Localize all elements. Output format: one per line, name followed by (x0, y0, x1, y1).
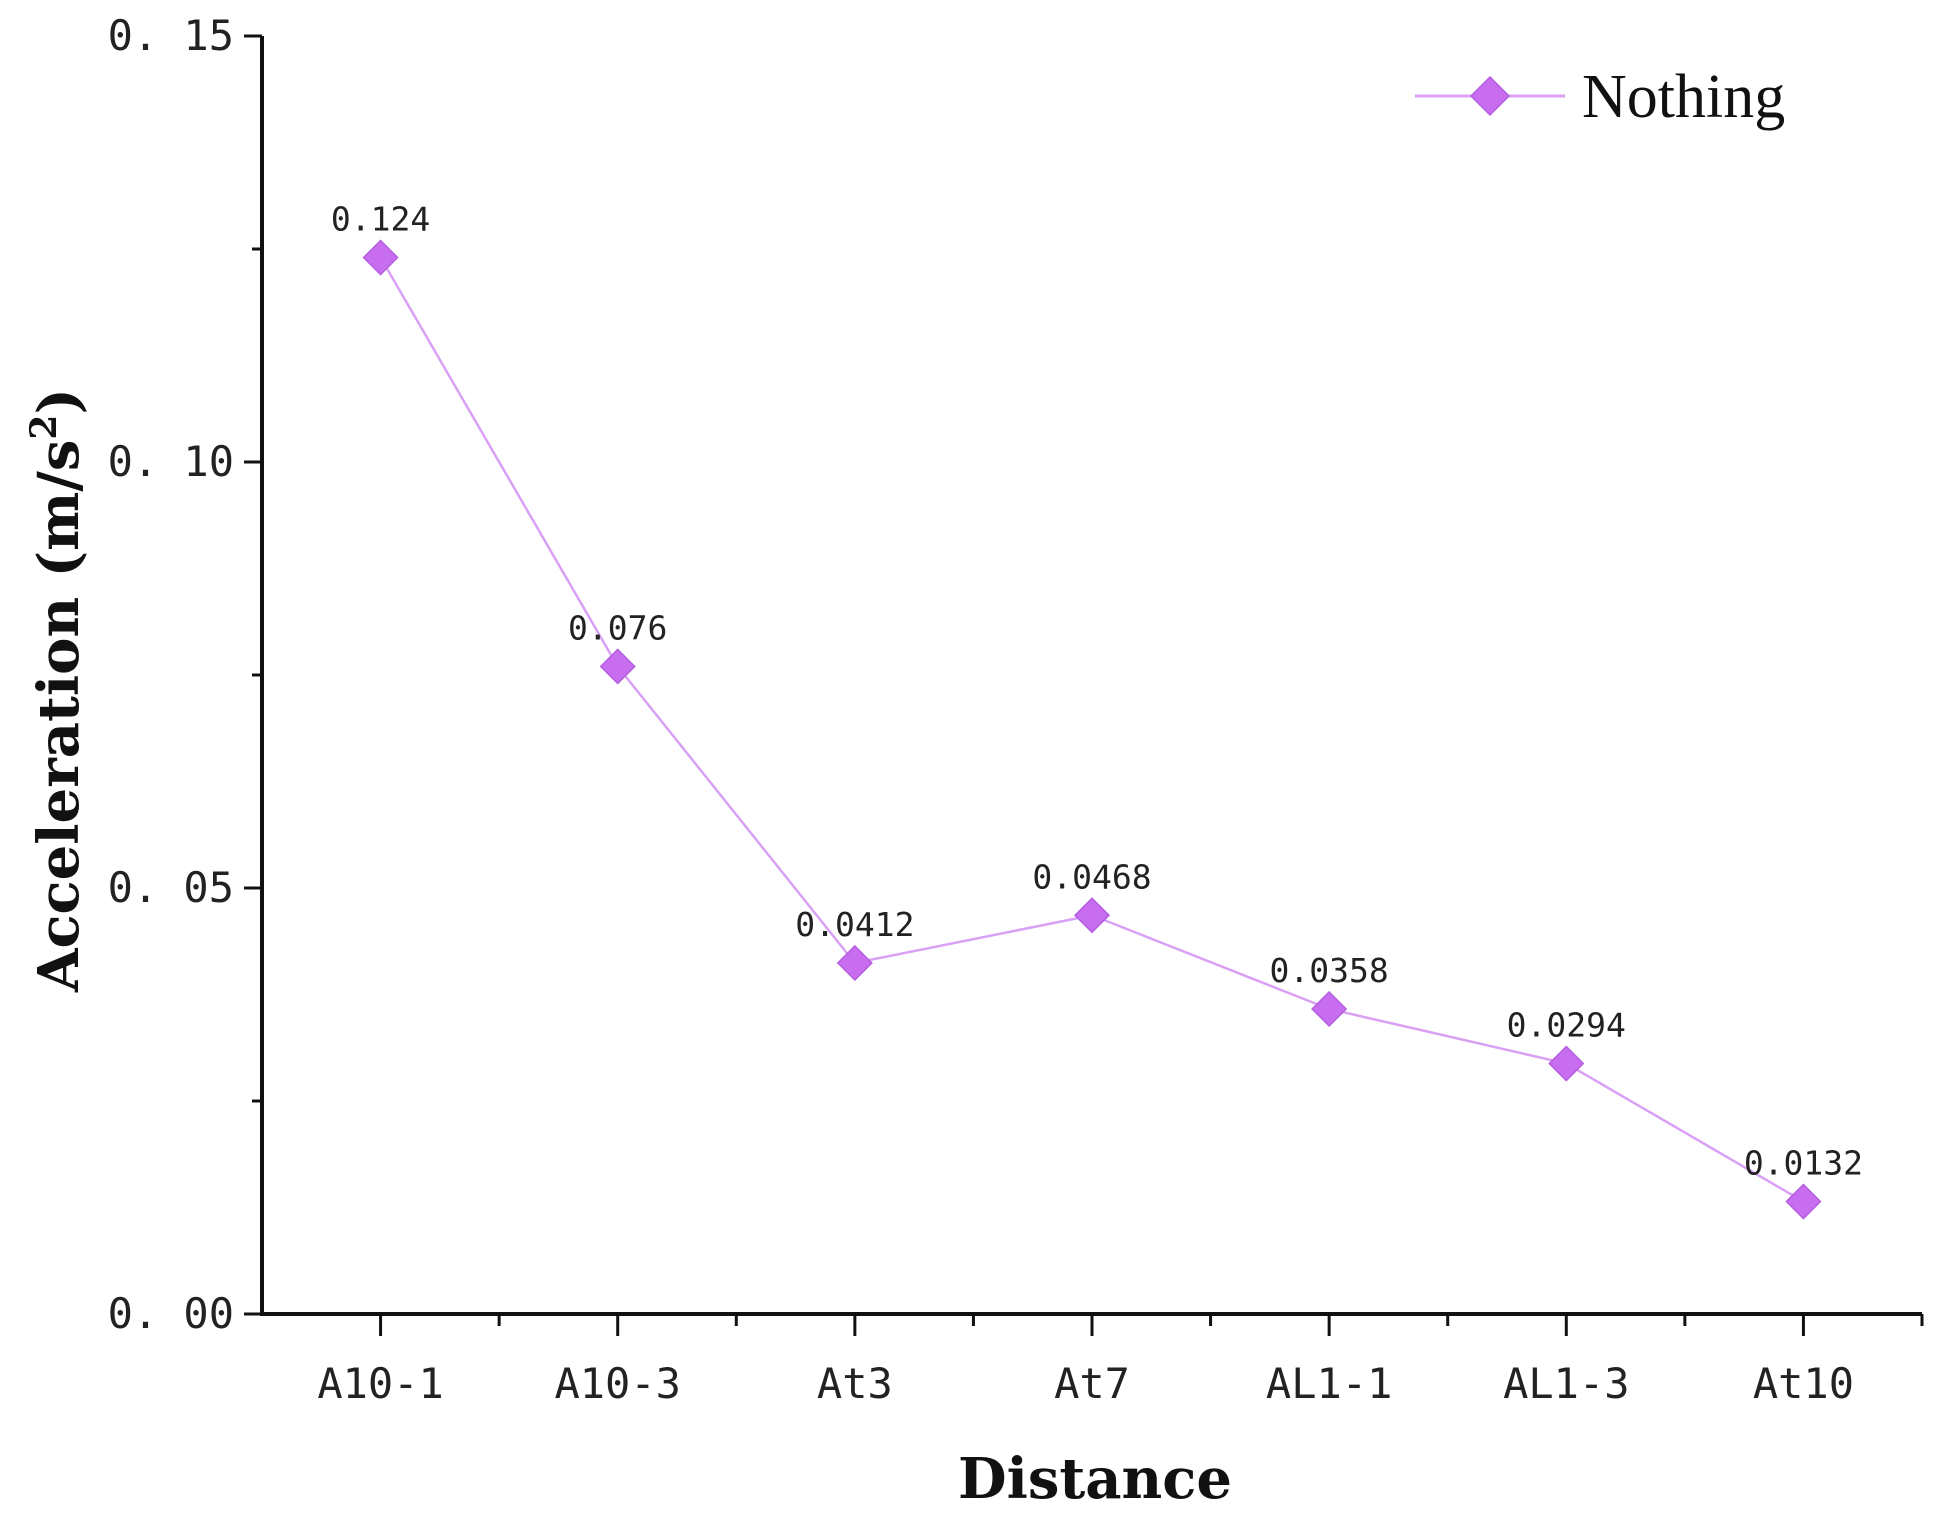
legend: Nothing (1415, 63, 1785, 131)
y-tick-label: 0. 10 (108, 437, 234, 486)
y-axis-title: Acceleration (m/s2) (23, 388, 92, 993)
x-tick-label: At7 (1054, 1359, 1130, 1408)
data-label: 0.0294 (1507, 1006, 1626, 1045)
data-label: 0.0358 (1270, 951, 1389, 990)
x-axis-title: Distance (958, 1446, 1232, 1512)
data-label: 0.0412 (795, 905, 914, 944)
ticks: 0. 00 0. 05 0. 10 0. 15 A10-1 A10-3 At3 At7 AL1-… (108, 11, 1924, 1408)
data-label: 0.0468 (1032, 857, 1151, 896)
axes (260, 36, 1922, 1316)
x-tick-label: A10-3 (554, 1359, 680, 1408)
y-axis-title-end: ) (26, 388, 92, 415)
y-axis-title-superscript: 2 (23, 415, 65, 440)
x-tick-label: AL1-3 (1503, 1359, 1629, 1408)
data-point-marker (1785, 1183, 1822, 1220)
series-line-nothing (379, 256, 1805, 1203)
data-labels: 0.124 0.076 0.0412 0.0468 0.0358 0.0294 0.0132 (331, 200, 1863, 1183)
data-point-marker (1548, 1045, 1585, 1082)
y-tick-label: 0. 05 (108, 863, 234, 912)
y-axis-title-main: Acceleration (m/s (26, 440, 92, 993)
x-tick-label: A10-1 (317, 1359, 443, 1408)
x-tick-label: AL1-1 (1266, 1359, 1392, 1408)
data-point-marker (599, 648, 636, 685)
x-tick-label: At3 (817, 1359, 893, 1408)
data-point-marker (1073, 897, 1111, 934)
data-point-marker (362, 239, 399, 276)
data-label: 0.076 (568, 608, 667, 647)
data-label: 0.124 (331, 200, 430, 239)
data-label: 0.0132 (1744, 1144, 1863, 1183)
x-tick-label: At10 (1753, 1359, 1854, 1408)
legend-label: Nothing (1582, 63, 1785, 131)
y-tick-label: 0. 00 (108, 1289, 234, 1338)
legend-diamond-marker (1469, 75, 1511, 117)
data-point-marker (1311, 990, 1348, 1028)
series (362, 239, 1822, 1220)
y-tick-label: 0. 15 (108, 11, 234, 60)
data-point-marker (836, 944, 873, 982)
